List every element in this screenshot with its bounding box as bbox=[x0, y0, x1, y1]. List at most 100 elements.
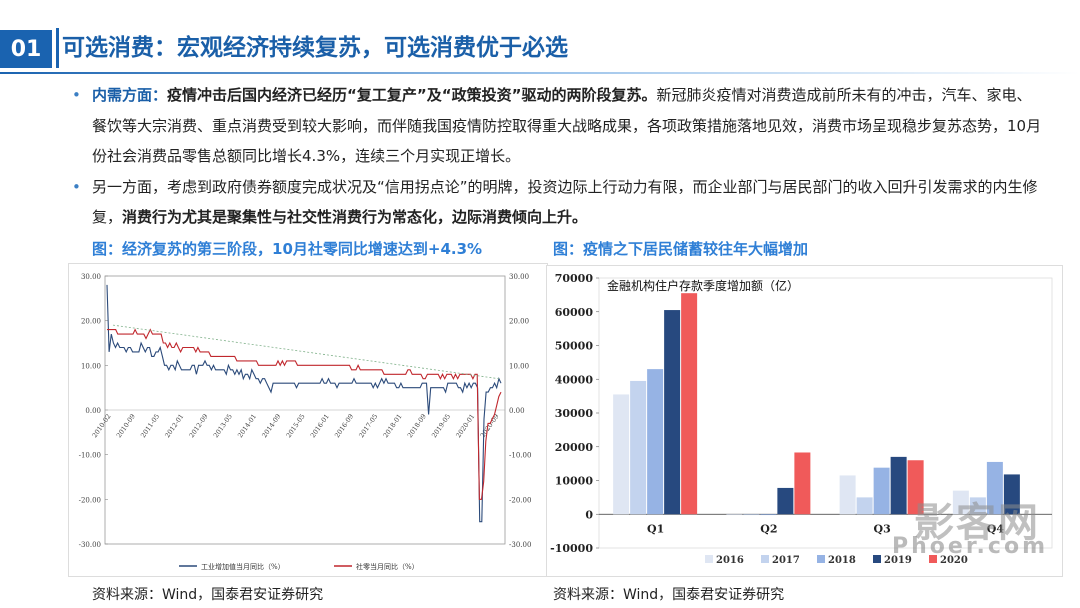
legend-label: 2018 bbox=[828, 555, 856, 566]
legend-label: 2019 bbox=[884, 555, 912, 566]
y-tick-left: 0.00 bbox=[85, 407, 101, 415]
x-tick-label: 2010-09 bbox=[115, 413, 137, 440]
bar-2019-Q4 bbox=[1003, 474, 1020, 515]
bar-chart-panel: 70000 60000 50000 40000 30000 20000 10000 0 -100… bbox=[546, 265, 1063, 577]
watermark-sub: Phoer.com bbox=[892, 534, 1048, 559]
series-line-1 bbox=[107, 328, 502, 500]
legend-swatch bbox=[873, 555, 881, 563]
x-tick-label: 2010-02 bbox=[91, 413, 113, 440]
y-tick-label: 50000 bbox=[555, 340, 594, 353]
bar-2019-Q1 bbox=[664, 310, 681, 515]
right-figure-caption: 图：疫情之下居民储蓄较往年大幅增加 bbox=[553, 240, 809, 258]
y-tick-right: 30.00 bbox=[509, 273, 529, 281]
left-figure-caption: 图：经济复苏的第三阶段，10月社零同比增速达到+4.3% bbox=[92, 240, 483, 258]
legend-swatch bbox=[705, 555, 713, 563]
y-tick-left: 30.00 bbox=[81, 273, 101, 281]
x-tick-label: 2018-01 bbox=[382, 413, 404, 440]
section-number-badge: 01 bbox=[0, 30, 52, 68]
bullet-dot-icon: • bbox=[72, 177, 81, 196]
chart-title: 金融机构住户存款季度增加额（亿） bbox=[607, 278, 799, 293]
y-tick-right: -30.00 bbox=[509, 541, 531, 549]
bar-2017-Q4 bbox=[969, 497, 986, 515]
x-tick-label: 2014-09 bbox=[260, 413, 282, 440]
x-tick-label: 2015-05 bbox=[285, 413, 307, 440]
y-tick-label: 10000 bbox=[555, 475, 594, 488]
bar-2019-Q2 bbox=[777, 487, 794, 515]
y-tick-label: 0 bbox=[585, 508, 593, 521]
x-tick-label: 2012-01 bbox=[163, 413, 185, 440]
x-tick-label: 2020-09 bbox=[479, 413, 501, 440]
y-tick-label: 30000 bbox=[555, 407, 594, 420]
bar-2017-Q1 bbox=[630, 380, 647, 515]
bar-2016-Q2 bbox=[726, 514, 743, 516]
bullet-bold: 消费行为尤其是聚集性与社交性消费行为常态化，边际消费倾向上升。 bbox=[122, 208, 588, 226]
left-source: 资料来源：Wind，国泰君安证券研究 bbox=[92, 587, 324, 603]
x-tick-label: 2019-05 bbox=[430, 413, 452, 440]
legend-label: 2017 bbox=[772, 555, 800, 566]
y-tick-label: 70000 bbox=[555, 272, 594, 285]
y-tick-right: 10.00 bbox=[509, 362, 529, 370]
y-tick-left: -10.00 bbox=[79, 452, 101, 460]
bar-2017-Q2 bbox=[743, 514, 760, 516]
y-tick-left: -20.00 bbox=[79, 496, 101, 504]
bar-2016-Q3 bbox=[839, 475, 856, 515]
x-tick-label: 2018-09 bbox=[406, 413, 428, 440]
bar-2018-Q3 bbox=[873, 467, 890, 515]
legend-label: 社零当月同比（%） bbox=[356, 562, 419, 571]
line-chart: 30.00 20.00 10.00 0.00 -10.00 -20.00 -30.00 30.… bbox=[79, 273, 532, 571]
trend-line bbox=[112, 324, 500, 380]
x-tick-label: 2013-05 bbox=[212, 413, 234, 440]
bullet-item-other: • 另一方面，考虑到政府债券额度完成状况及“信用拐点论”的明牌，投资边际上行动力… bbox=[70, 172, 1045, 233]
bullet-text: 另一方面，考虑到政府债券额度完成状况及“信用拐点论”的明牌，投资边际上行动力有限… bbox=[92, 177, 1038, 227]
x-tick-label: 2016-09 bbox=[333, 413, 355, 440]
series-line-0 bbox=[106, 284, 502, 523]
legend-label: 工业增加值当月同比（%） bbox=[201, 562, 285, 571]
x-tick-label: 2014-01 bbox=[236, 413, 258, 440]
legend-swatch bbox=[761, 555, 769, 563]
watermark: 影客网 bbox=[914, 500, 1040, 546]
category-label: Q3 bbox=[874, 522, 891, 535]
legend-swatch bbox=[929, 555, 937, 563]
bar-2018-Q1 bbox=[647, 369, 664, 515]
y-tick-right: -20.00 bbox=[509, 496, 531, 504]
legend-label: 2020 bbox=[940, 555, 968, 566]
title-rule bbox=[56, 28, 59, 68]
y-tick-label: 40000 bbox=[555, 373, 594, 386]
y-tick-left: 20.00 bbox=[81, 318, 101, 326]
y-tick-label: 60000 bbox=[555, 306, 594, 319]
y-tick-left: 10.00 bbox=[81, 362, 101, 370]
x-tick-label: 2011-05 bbox=[139, 413, 161, 440]
bullet-list: • 内需方面：疫情冲击后国内经济已经历“复工复产”及“政策投资”驱动的两阶段复苏… bbox=[70, 80, 1045, 233]
y-tick-label: 20000 bbox=[555, 441, 594, 454]
bar-2018-Q4 bbox=[986, 461, 1003, 515]
bar-2016-Q4 bbox=[952, 490, 969, 515]
bullet-highlight: 内需方面： bbox=[92, 86, 168, 104]
bullet-item-demand: • 内需方面：疫情冲击后国内经济已经历“复工复产”及“政策投资”驱动的两阶段复苏… bbox=[70, 80, 1045, 172]
section-number: 01 bbox=[10, 36, 42, 62]
y-tick-label: -10000 bbox=[550, 542, 593, 555]
x-tick-label: 2016-01 bbox=[309, 413, 331, 440]
line-chart-panel: 30.00 20.00 10.00 0.00 -10.00 -20.00 -30.00 30.… bbox=[68, 263, 548, 577]
category-label: Q1 bbox=[647, 522, 664, 535]
x-tick-label: 2012-09 bbox=[188, 413, 210, 440]
page-title: 可选消费：宏观经济持续复苏，可选消费优于必选 bbox=[62, 35, 568, 61]
y-tick-left: -30.00 bbox=[79, 541, 101, 549]
category-label: Q2 bbox=[760, 522, 777, 535]
bar-2020-Q2 bbox=[794, 452, 811, 515]
bar-chart: 70000 60000 50000 40000 30000 20000 10000 0 -100… bbox=[550, 272, 1053, 566]
bullet-bold: 疫情冲击后国内经济已经历“复工复产”及“政策投资”驱动的两阶段复苏。 bbox=[167, 86, 657, 104]
bullet-text: 新冠肺炎疫情对消费造成前所未有的冲击，汽车、家电、餐饮等大宗消费、重点消费受到较… bbox=[92, 86, 1042, 165]
bullet-dot-icon: • bbox=[72, 86, 81, 104]
x-tick-label: 2017-05 bbox=[357, 413, 379, 440]
y-tick-right: 20.00 bbox=[509, 318, 529, 326]
title-underline bbox=[0, 72, 1080, 74]
bar-2020-Q1 bbox=[681, 293, 698, 515]
legend-label: 2016 bbox=[716, 555, 744, 566]
x-tick-label: 2020-01 bbox=[454, 413, 476, 440]
category-label: Q4 bbox=[987, 522, 1005, 535]
bar-2017-Q3 bbox=[856, 497, 873, 515]
bar-2020-Q3 bbox=[907, 460, 924, 515]
bar-2016-Q1 bbox=[613, 394, 630, 515]
bar-2019-Q3 bbox=[890, 456, 907, 515]
right-source: 资料来源：Wind，国泰君安证券研究 bbox=[553, 587, 785, 603]
